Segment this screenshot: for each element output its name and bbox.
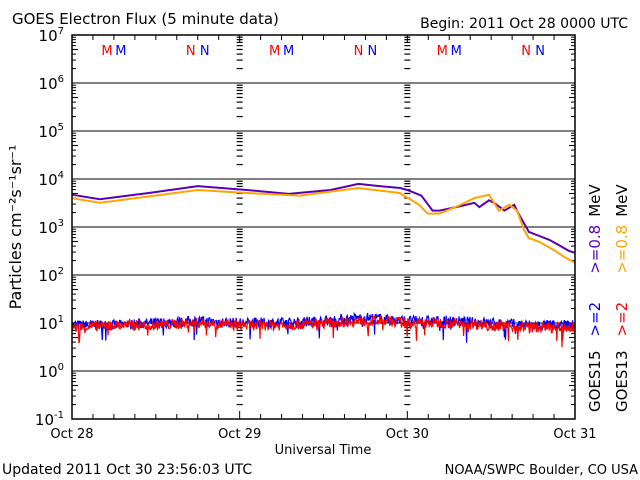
satellite-marker: N bbox=[354, 44, 364, 59]
legend-satellite: GOES15 bbox=[586, 350, 604, 412]
y-tick-labels: 107 106 105 104 103 102 101 100 10-1 bbox=[35, 26, 64, 429]
legend: GOES15 >=2 >=0.8 MeV GOES13 >=2 >=0.8 MeV bbox=[586, 184, 631, 412]
plot-grid bbox=[72, 34, 575, 420]
satellite-marker: N bbox=[200, 44, 210, 59]
series-lines bbox=[71, 182, 576, 348]
satellite-marker: M bbox=[451, 44, 462, 59]
legend-column: GOES13 >=2 >=0.8 MeV bbox=[613, 184, 631, 412]
x-tick-labels: Oct 28 Oct 29 Oct 30 Oct 31 bbox=[50, 427, 596, 442]
legend-high: >=0.8 bbox=[613, 225, 631, 274]
x-tick-label: Oct 30 bbox=[386, 427, 429, 442]
satellite-marker: M bbox=[269, 44, 280, 59]
satellite-marker: N bbox=[186, 44, 196, 59]
legend-unit: MeV bbox=[613, 184, 631, 217]
satellite-marker: M bbox=[101, 44, 112, 59]
y-tick-label: 10-1 bbox=[35, 410, 64, 429]
satellite-marker: M bbox=[437, 44, 448, 59]
updated-time: Updated 2011 Oct 30 23:56:03 UTC bbox=[2, 462, 252, 478]
satellite-marker: M bbox=[283, 44, 294, 59]
y-tick-label: 107 bbox=[39, 26, 64, 45]
x-axis-label: Universal Time bbox=[275, 443, 372, 458]
x-tick-label: Oct 29 bbox=[218, 427, 261, 442]
legend-column: GOES15 >=2 >=0.8 MeV bbox=[586, 184, 604, 412]
legend-low: >=2 bbox=[613, 302, 631, 337]
x-tick-label: Oct 28 bbox=[50, 427, 93, 442]
y-tick-label: 106 bbox=[39, 74, 64, 93]
satellite-marker: M bbox=[115, 44, 126, 59]
y-tick-label: 103 bbox=[39, 218, 64, 237]
series-line-goes13-2-mev bbox=[71, 314, 576, 348]
y-tick-label: 104 bbox=[39, 170, 64, 189]
legend-high: >=0.8 bbox=[586, 225, 604, 274]
legend-unit: MeV bbox=[586, 184, 604, 217]
satellite-marker: N bbox=[535, 44, 545, 59]
y-tick-label: 101 bbox=[39, 314, 64, 333]
legend-satellite: GOES13 bbox=[613, 350, 631, 412]
chart-title: GOES Electron Flux (5 minute data) bbox=[12, 10, 279, 28]
satellite-marker: N bbox=[368, 44, 378, 59]
y-tick-label: 105 bbox=[39, 122, 64, 141]
y-tick-label: 100 bbox=[39, 362, 64, 381]
begin-label: Begin: 2011 Oct 28 0000 UTC bbox=[420, 16, 628, 32]
source-credit: NOAA/SWPC Boulder, CO USA bbox=[445, 463, 638, 478]
y-axis-label: Particles cm⁻²s⁻¹sr⁻¹ bbox=[6, 145, 25, 310]
legend-low: >=2 bbox=[586, 302, 604, 337]
y-tick-label: 102 bbox=[39, 266, 64, 285]
satellite-marker: N bbox=[521, 44, 531, 59]
series-line-goes13-0-8-mev bbox=[71, 186, 576, 264]
plot-frame bbox=[71, 34, 576, 420]
x-tick-label: Oct 31 bbox=[553, 427, 596, 442]
series-line-goes15-0-8-mev bbox=[71, 182, 576, 254]
